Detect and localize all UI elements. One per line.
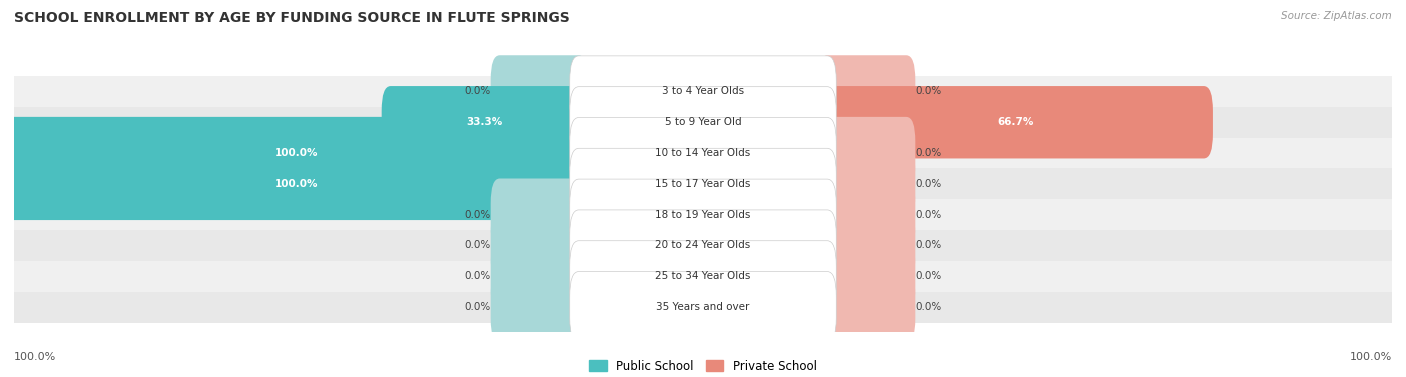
FancyBboxPatch shape xyxy=(14,261,1392,292)
FancyBboxPatch shape xyxy=(569,179,837,250)
Text: 0.0%: 0.0% xyxy=(915,241,942,250)
Text: 100.0%: 100.0% xyxy=(14,352,56,362)
Text: 0.0%: 0.0% xyxy=(464,86,491,97)
Text: 0.0%: 0.0% xyxy=(915,148,942,158)
Text: Source: ZipAtlas.com: Source: ZipAtlas.com xyxy=(1281,11,1392,21)
FancyBboxPatch shape xyxy=(14,292,1392,322)
Text: SCHOOL ENROLLMENT BY AGE BY FUNDING SOURCE IN FLUTE SPRINGS: SCHOOL ENROLLMENT BY AGE BY FUNDING SOUR… xyxy=(14,11,569,25)
FancyBboxPatch shape xyxy=(818,148,915,220)
FancyBboxPatch shape xyxy=(569,118,837,188)
FancyBboxPatch shape xyxy=(14,169,1392,199)
FancyBboxPatch shape xyxy=(569,241,837,312)
Text: 0.0%: 0.0% xyxy=(464,271,491,281)
Text: 0.0%: 0.0% xyxy=(464,302,491,312)
Text: 0.0%: 0.0% xyxy=(464,241,491,250)
FancyBboxPatch shape xyxy=(818,240,915,313)
FancyBboxPatch shape xyxy=(569,87,837,158)
Text: 0.0%: 0.0% xyxy=(915,86,942,97)
Text: 0.0%: 0.0% xyxy=(915,271,942,281)
Text: 66.7%: 66.7% xyxy=(997,117,1033,127)
Text: 15 to 17 Year Olds: 15 to 17 Year Olds xyxy=(655,179,751,189)
Text: 100.0%: 100.0% xyxy=(274,148,318,158)
Text: 100.0%: 100.0% xyxy=(1350,352,1392,362)
FancyBboxPatch shape xyxy=(14,138,1392,169)
Text: 3 to 4 Year Olds: 3 to 4 Year Olds xyxy=(662,86,744,97)
FancyBboxPatch shape xyxy=(491,271,588,343)
FancyBboxPatch shape xyxy=(14,107,1392,138)
Text: 0.0%: 0.0% xyxy=(464,210,491,220)
Text: 100.0%: 100.0% xyxy=(274,179,318,189)
FancyBboxPatch shape xyxy=(569,148,837,219)
FancyBboxPatch shape xyxy=(569,210,837,281)
FancyBboxPatch shape xyxy=(491,178,588,251)
FancyBboxPatch shape xyxy=(6,148,588,220)
Legend: Public School, Private School: Public School, Private School xyxy=(585,355,821,377)
FancyBboxPatch shape xyxy=(491,209,588,282)
Text: 25 to 34 Year Olds: 25 to 34 Year Olds xyxy=(655,271,751,281)
FancyBboxPatch shape xyxy=(381,86,588,158)
FancyBboxPatch shape xyxy=(818,271,915,343)
Text: 35 Years and over: 35 Years and over xyxy=(657,302,749,312)
FancyBboxPatch shape xyxy=(569,56,837,127)
FancyBboxPatch shape xyxy=(818,178,915,251)
Text: 0.0%: 0.0% xyxy=(915,179,942,189)
Text: 0.0%: 0.0% xyxy=(915,210,942,220)
FancyBboxPatch shape xyxy=(818,209,915,282)
FancyBboxPatch shape xyxy=(14,199,1392,230)
FancyBboxPatch shape xyxy=(569,271,837,343)
Text: 33.3%: 33.3% xyxy=(467,117,503,127)
FancyBboxPatch shape xyxy=(818,117,915,189)
FancyBboxPatch shape xyxy=(491,240,588,313)
FancyBboxPatch shape xyxy=(14,76,1392,107)
Text: 10 to 14 Year Olds: 10 to 14 Year Olds xyxy=(655,148,751,158)
Text: 0.0%: 0.0% xyxy=(915,302,942,312)
FancyBboxPatch shape xyxy=(14,230,1392,261)
Text: 5 to 9 Year Old: 5 to 9 Year Old xyxy=(665,117,741,127)
FancyBboxPatch shape xyxy=(491,55,588,128)
FancyBboxPatch shape xyxy=(818,55,915,128)
FancyBboxPatch shape xyxy=(818,86,1213,158)
Text: 18 to 19 Year Olds: 18 to 19 Year Olds xyxy=(655,210,751,220)
Text: 20 to 24 Year Olds: 20 to 24 Year Olds xyxy=(655,241,751,250)
FancyBboxPatch shape xyxy=(6,117,588,189)
